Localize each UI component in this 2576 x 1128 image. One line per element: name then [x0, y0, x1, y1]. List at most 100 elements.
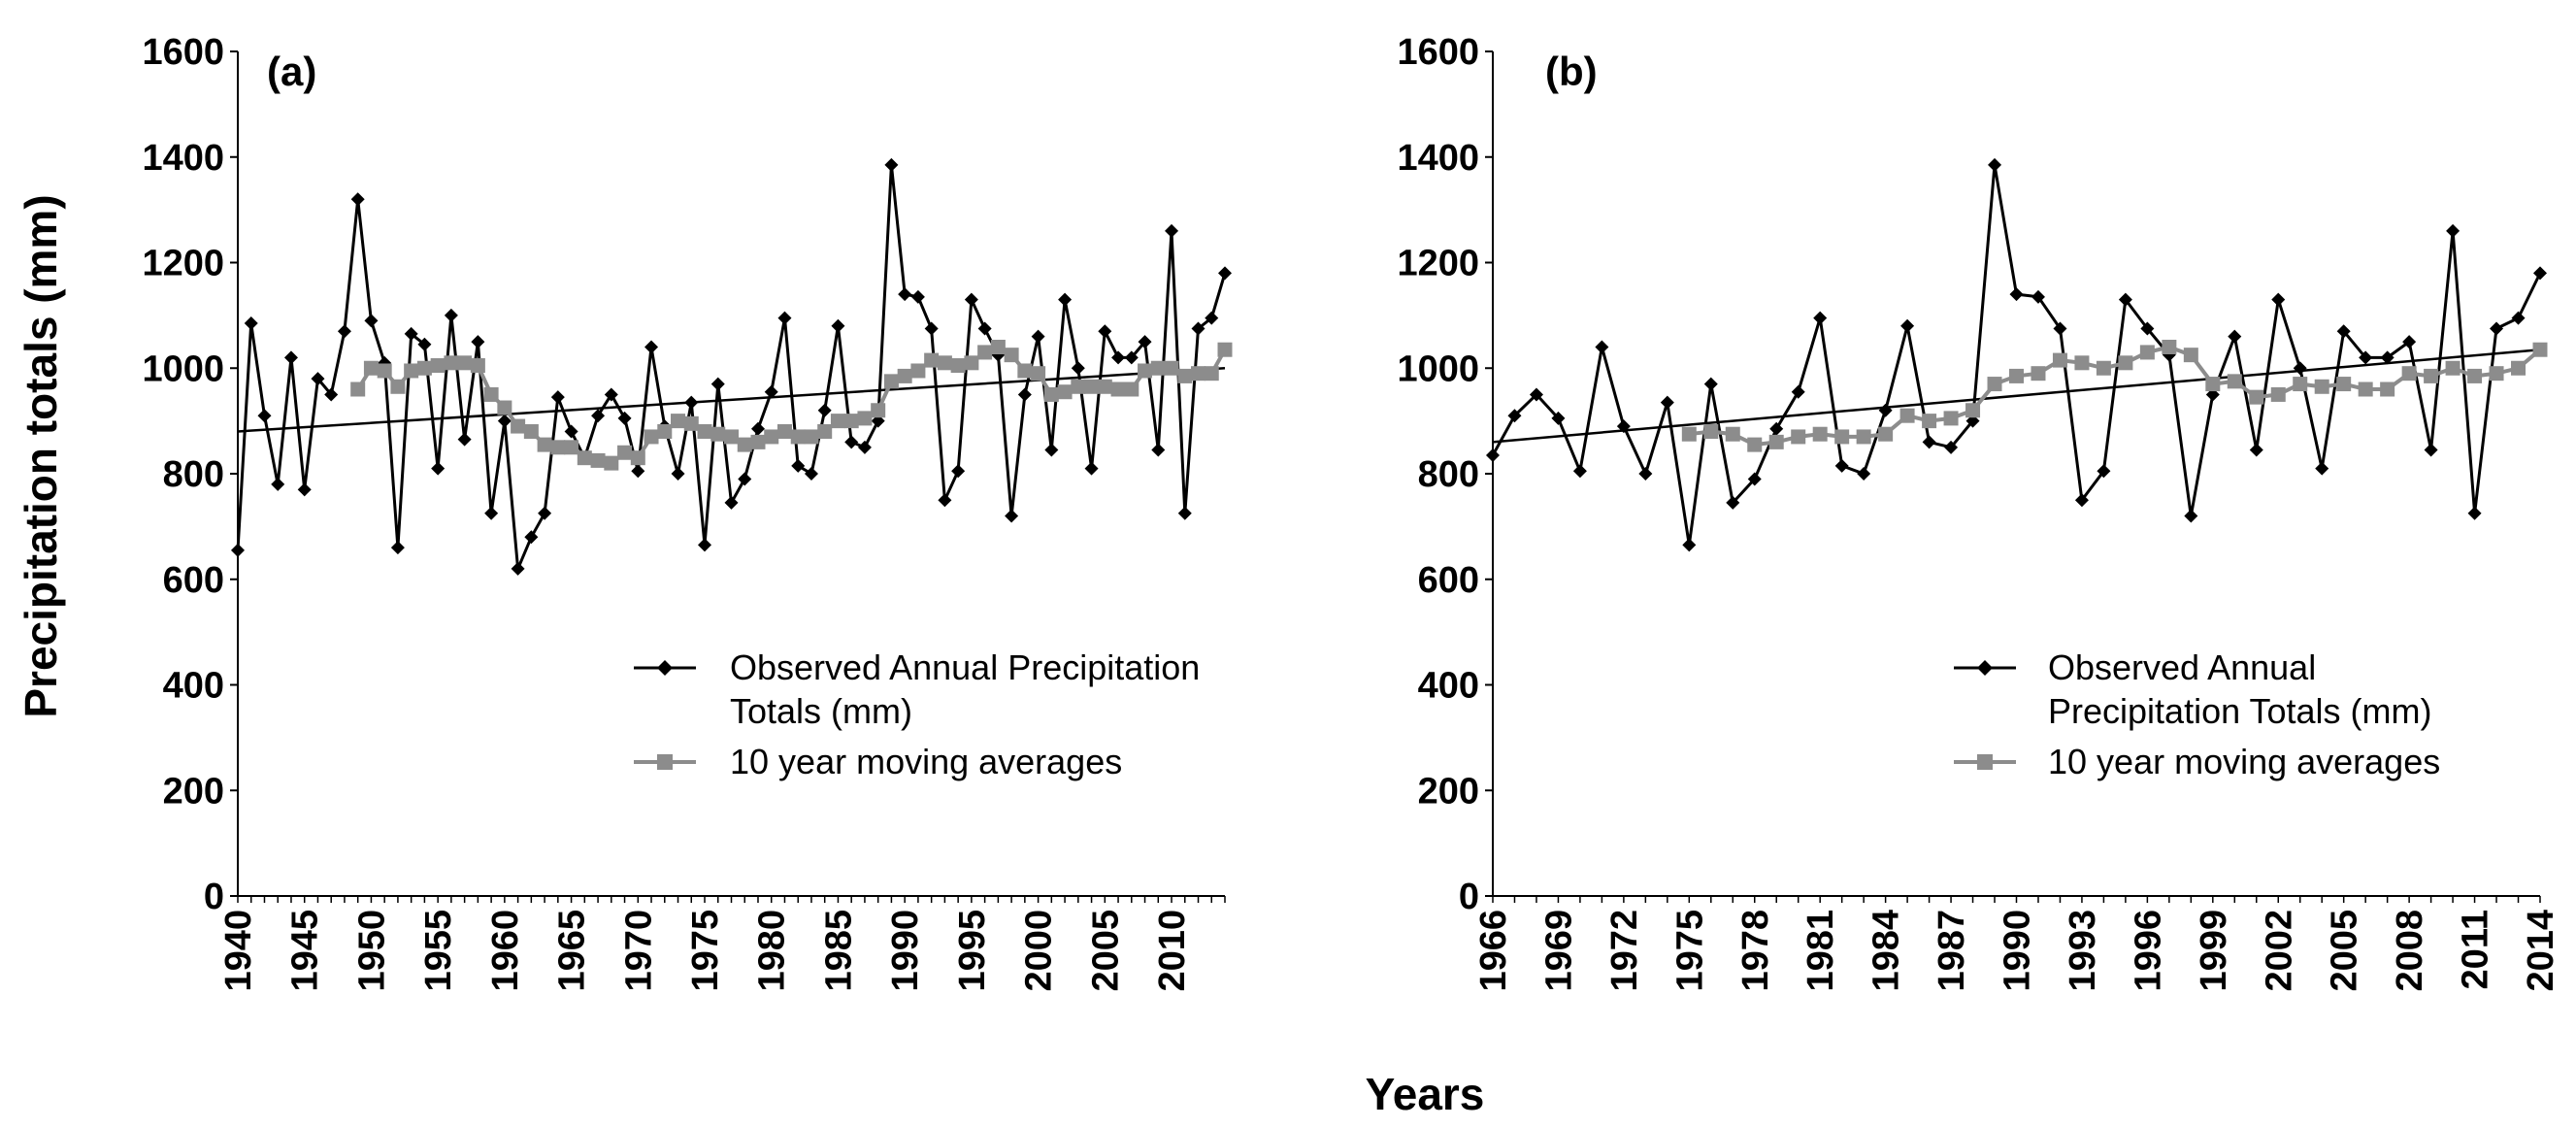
observed-point [1857, 467, 1871, 481]
observed-point [283, 350, 298, 365]
moving-average-point [724, 429, 739, 445]
observed-point [2402, 335, 2417, 349]
y-axis-title: Precipitation totals (mm) [16, 194, 66, 717]
moving-average-point [2139, 345, 2155, 360]
trend-line [237, 367, 1226, 433]
moving-average-point [2162, 340, 2177, 354]
observed-point [2118, 292, 2132, 307]
moving-average-point [790, 429, 806, 445]
moving-average-point [523, 424, 539, 439]
observed-point [1726, 495, 1740, 510]
moving-average-point [1071, 379, 1086, 394]
observed-point [431, 461, 446, 476]
moving-average-point [416, 360, 432, 376]
legend-observed-label-line1: Observed Annual Precipitation [730, 647, 1200, 687]
observed-point [1551, 411, 1566, 425]
observed-point [924, 321, 939, 336]
y-tick-label: 800 [163, 454, 224, 495]
observed-point [951, 464, 966, 479]
legend-observed-label-line1: Observed Annual [2048, 647, 2316, 687]
moving-average-point [697, 424, 712, 439]
observed-point [804, 467, 818, 481]
observed-point [1572, 464, 1587, 479]
observed-point [564, 424, 578, 439]
moving-average-point [1943, 411, 1959, 426]
observed-point [2140, 321, 2155, 336]
moving-average-point [1768, 434, 1784, 449]
moving-average-point [590, 452, 606, 468]
observed-point [457, 432, 472, 447]
observed-point [844, 435, 859, 449]
observed-point [2249, 443, 2263, 457]
observed-point [524, 530, 539, 545]
observed-point [750, 421, 765, 436]
moving-average-point [1164, 360, 1179, 376]
legend-moving-marker [657, 754, 673, 770]
moving-average-point [537, 437, 552, 452]
observed-point [1177, 506, 1192, 520]
observed-point [1834, 458, 1849, 473]
moving-average-point [2358, 382, 2373, 397]
moving-average-point [924, 352, 940, 368]
x-tick-label: 1978 [1735, 910, 1776, 992]
observed-point [777, 311, 792, 325]
observed-point [1769, 421, 1784, 436]
observed-point [591, 409, 606, 423]
legend-observed-label-line2: Totals (mm) [730, 691, 912, 731]
y-tick-label: 200 [1418, 771, 1479, 812]
observed-point [1058, 292, 1073, 307]
y-tick-label: 1400 [142, 138, 224, 179]
observed-point [1205, 311, 1219, 325]
observed-point [1703, 377, 1718, 391]
y-tick-label: 800 [1418, 454, 1479, 495]
observed-point [1191, 321, 1205, 336]
legend-moving-marker [1977, 754, 1993, 770]
moving-average-point [1043, 386, 1059, 402]
observed-point [2446, 223, 2460, 238]
y-tick-label: 200 [163, 771, 224, 812]
observed-point [2074, 493, 2089, 508]
observed-point [1529, 387, 1543, 402]
moving-average-point [683, 415, 699, 431]
observed-point [471, 335, 485, 349]
observed-point [444, 308, 458, 322]
moving-average-point [977, 345, 993, 360]
observed-point [1098, 324, 1112, 339]
y-tick-label: 1000 [142, 348, 224, 389]
moving-average-point [2532, 342, 2548, 357]
x-tick-label: 1996 [2128, 910, 2168, 992]
moving-average-point [1856, 429, 1871, 445]
observed-point [244, 316, 258, 331]
observed-point [1507, 409, 1522, 423]
moving-average-point [2052, 352, 2067, 368]
moving-average-point [483, 386, 499, 402]
x-tick-label: 1969 [1538, 910, 1579, 992]
observed-point [2053, 321, 2067, 336]
moving-average-point [350, 382, 366, 397]
moving-average-point [404, 363, 419, 379]
observed-point [631, 464, 645, 479]
observed-point [311, 372, 325, 386]
moving-average-point [2293, 377, 2308, 392]
observed-point [604, 387, 618, 402]
moving-average-point [617, 445, 633, 460]
legend-moving-label: 10 year moving averages [730, 742, 1122, 781]
x-tick-label: 1950 [351, 910, 392, 992]
observed-point [257, 409, 272, 423]
observed-point [1922, 435, 1936, 449]
moving-average-line [1689, 345, 2542, 448]
moving-average-point [1150, 360, 1166, 376]
observed-point [817, 403, 832, 417]
moving-average-point [457, 355, 473, 371]
observed-point [724, 495, 739, 510]
moving-average-point [1138, 363, 1153, 379]
moving-average-point [470, 358, 485, 374]
observed-point [2031, 289, 2045, 304]
moving-average-point [910, 363, 926, 379]
moving-average-point [1031, 366, 1046, 382]
moving-average-point [2118, 355, 2133, 371]
moving-average-point [2249, 389, 2264, 405]
moving-average-point [1987, 377, 2002, 392]
